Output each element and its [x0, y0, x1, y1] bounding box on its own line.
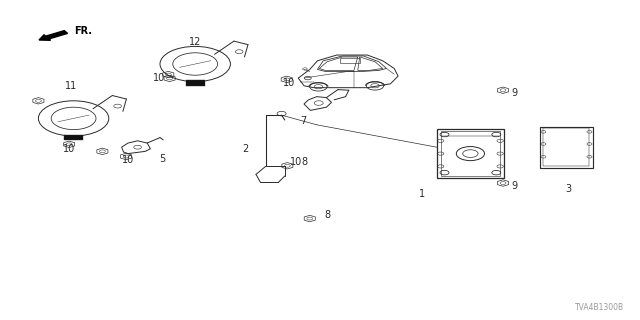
- Bar: [64, 135, 83, 140]
- Text: 9: 9: [511, 88, 518, 98]
- FancyArrow shape: [39, 31, 68, 40]
- Text: 2: 2: [242, 144, 248, 155]
- Bar: [540, 127, 593, 168]
- Text: 7: 7: [300, 116, 307, 126]
- Bar: [340, 58, 360, 63]
- Text: 1: 1: [419, 188, 426, 199]
- Text: FR.: FR.: [74, 26, 92, 36]
- Bar: [437, 129, 504, 179]
- Text: 10: 10: [289, 156, 302, 167]
- Text: 10: 10: [152, 73, 165, 84]
- Text: 10: 10: [282, 78, 295, 88]
- Text: 5: 5: [159, 154, 165, 164]
- Text: 8: 8: [301, 156, 308, 167]
- Text: 12: 12: [189, 36, 202, 47]
- Bar: [440, 131, 500, 176]
- Text: TVA4B1300B: TVA4B1300B: [575, 303, 624, 312]
- Bar: [186, 80, 205, 86]
- Text: 9: 9: [511, 180, 518, 191]
- Text: 3: 3: [565, 184, 572, 194]
- Text: 10: 10: [122, 155, 134, 165]
- Text: 10: 10: [63, 144, 76, 154]
- Text: 8: 8: [324, 210, 331, 220]
- Bar: [543, 128, 589, 166]
- Text: 11: 11: [65, 81, 77, 92]
